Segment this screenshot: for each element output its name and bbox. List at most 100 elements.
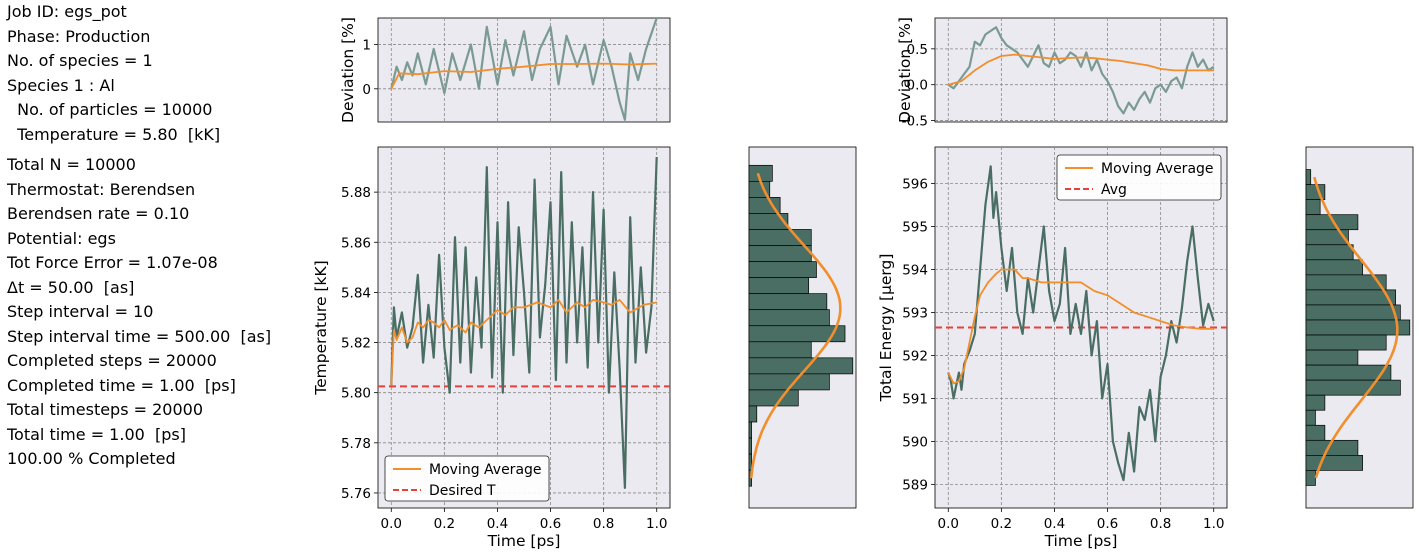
temperature-legend-box [384, 455, 550, 502]
energy_hist-fit-curve [1313, 176, 1399, 479]
temperature-ytick-label: 5.80 [341, 386, 371, 402]
energy_hist-bar [1305, 259, 1363, 276]
energy_hist-bar [1305, 409, 1316, 426]
energy-ytick-label: 590 [902, 434, 928, 450]
temp_hist-bar [748, 437, 752, 455]
energy_hist-bar [1305, 379, 1401, 396]
temp_hist-bar [748, 261, 817, 278]
energy_dev-moving-average-line [948, 53, 1214, 86]
temperature-xtick-label: 0.2 [434, 516, 455, 532]
energy-xtick-label: 0.2 [991, 516, 1012, 532]
temp_hist-bar [748, 309, 830, 327]
temperature-xtick-label: 0.8 [593, 516, 614, 532]
energy-ytick-label: 595 [902, 220, 928, 236]
temp_hist-bar [748, 277, 810, 295]
energy-xtick-label: 0.6 [1097, 516, 1118, 532]
temp_hist-bar [748, 421, 752, 439]
energy-xtick-label: 0.0 [938, 516, 959, 532]
temperature-ytick-label: 5.86 [341, 235, 371, 251]
energy-ytick-label: 589 [902, 477, 928, 493]
temperature-xlabel: Time [ps] [487, 532, 561, 550]
temp_hist-bar [748, 405, 758, 423]
energy-xtick-label: 0.8 [1150, 516, 1171, 532]
energy_hist-bar [1305, 455, 1363, 471]
energy_dev-ytick-label: 0.5 [907, 42, 928, 58]
temperature-legend-label-ref: Desired T [429, 483, 496, 499]
energy-ylabel: Total Energy [μerg] [877, 254, 895, 403]
completed-percent-text: 100.00 % Completed [7, 449, 176, 468]
completed-steps-text: Completed steps = 20000 [7, 351, 217, 370]
energy_hist-bar [1305, 229, 1349, 246]
temperature-plot-area [377, 146, 671, 509]
total-time-text: Total time = 1.00 [ps] [7, 424, 186, 444]
temperature-text: Temperature = 5.80 [kK] [7, 124, 221, 144]
energy-ytick-label: 591 [902, 391, 928, 407]
energy-legend-box [1056, 154, 1222, 201]
energy-ytick-label: 594 [902, 262, 928, 278]
energy_dev-ytick-label: -0.5 [902, 114, 928, 130]
potential-text: Potential: egs [7, 228, 116, 248]
temperature-xtick-label: 0.0 [381, 516, 402, 532]
thermostat-text: Thermostat: Berendsen [7, 179, 196, 199]
species-count-text: No. of species = 1 [7, 51, 153, 70]
total-n-text: Total N = 10000 [7, 155, 136, 174]
energy-xlabel: Time [ps] [1044, 532, 1118, 550]
energy-legend-label-ma: Moving Average [1101, 161, 1214, 177]
temp_hist-bar [748, 293, 828, 311]
energy_hist-bar [1305, 289, 1396, 306]
force-error-text: Tot Force Error = 1.07e-08 [7, 253, 218, 272]
energy_hist-bar [1305, 334, 1387, 351]
energy_hist-bar [1305, 394, 1326, 411]
energy_dev-series-line [947, 26, 1215, 115]
energy-legend-label-ref: Avg [1101, 182, 1127, 198]
energy_dev-ytick-label: 0.0 [907, 78, 928, 94]
temp_hist-bar [748, 341, 812, 359]
temp_dev-ylabel: Deviation [%] [339, 17, 357, 123]
job-id-text: Job ID: egs_pot [7, 2, 127, 21]
energy_hist-bar [1305, 424, 1326, 441]
temp_dev-moving-average-line [390, 62, 657, 90]
energy-ytick-label: 592 [902, 348, 928, 364]
temperature-xtick-label: 0.6 [540, 516, 561, 532]
energy_hist-bar [1305, 349, 1359, 366]
phase-text: Phase: Production [7, 26, 151, 46]
energy_dev-ylabel: Deviation [%] [896, 17, 914, 123]
temp_hist-bar [748, 245, 812, 262]
temperature-legend-label-ma: Moving Average [429, 462, 542, 478]
step-interval-time-text: Step interval time = 500.00 [as] [7, 326, 272, 346]
temperature-xtick-label: 1.0 [646, 516, 667, 532]
energy-xtick-label: 0.4 [1044, 516, 1065, 532]
energy_hist-bar [1305, 169, 1312, 185]
temperature-ytick-label: 5.76 [341, 486, 371, 502]
energy_hist-bar [1305, 199, 1321, 216]
run-info-panel: Job ID: egs_pot Phase: Production No. of… [7, 0, 307, 472]
dt-text: Δt = 50.00 [as] [7, 277, 135, 297]
energy_hist-bar [1305, 470, 1316, 486]
temp_dev-ytick-label: 0 [362, 82, 371, 98]
energy-series-line [947, 165, 1215, 482]
temp_hist-bar [748, 213, 789, 230]
temperature-series-line [390, 156, 658, 489]
total-timesteps-text: Total timesteps = 20000 [7, 400, 204, 419]
species-text: Species 1 : Al [7, 75, 115, 95]
temp_hist-bar [748, 357, 854, 375]
berendsen-rate-text: Berendsen rate = 0.10 [7, 204, 190, 223]
temperature-xtick-label: 0.4 [487, 516, 508, 532]
energy_hist-bar [1305, 244, 1354, 261]
temp_dev-ytick-label: 1 [362, 38, 371, 54]
temp_dev-series-line [390, 18, 658, 121]
temp_hist-bar [748, 389, 799, 407]
temperature-ytick-label: 5.84 [341, 285, 371, 301]
energy-moving-average-line [947, 268, 1214, 385]
temperature-ytick-label: 5.88 [341, 185, 371, 201]
temperature-ytick-label: 5.78 [341, 436, 371, 452]
temperature-ytick-label: 5.82 [341, 336, 371, 352]
particles-text: No. of particles = 10000 [7, 100, 213, 119]
temperature-moving-average-line [390, 298, 657, 386]
temperature-ylabel: Temperature [kK] [312, 260, 330, 395]
energy_hist-bar [1305, 304, 1401, 321]
step-interval-text: Step interval = 10 [7, 302, 154, 321]
energy-xtick-label: 1.0 [1203, 516, 1224, 532]
temp_hist-fit-curve [749, 172, 842, 479]
